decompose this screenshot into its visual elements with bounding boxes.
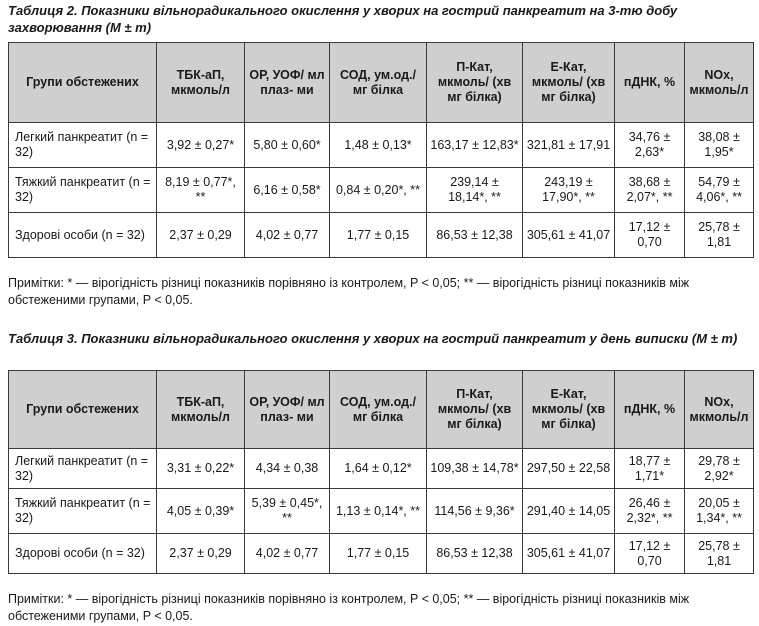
- table-header-row: Групи обстежених ТБК-аП, мкмоль/л ОР, УО…: [8, 370, 754, 449]
- value-cell: 114,56 ± 9,36*: [426, 488, 523, 534]
- value-cell: 305,61 ± 41,07: [522, 212, 615, 258]
- value-cell: 2,37 ± 0,29: [156, 533, 245, 574]
- header-cell: Е-Кат, мкмоль/ (хв мг білка): [522, 370, 615, 449]
- value-cell: 6,16 ± 0,58*: [244, 167, 330, 213]
- value-cell: 321,81 ± 17,91: [522, 122, 615, 168]
- value-cell: 86,53 ± 12,38: [426, 212, 523, 258]
- value-cell: 109,38 ± 14,78*: [426, 448, 523, 489]
- group-cell: Легкий панкреатит (n = 32): [8, 448, 157, 489]
- header-cell: пДНК, %: [614, 370, 685, 449]
- value-cell: 8,19 ± 0,77*, **: [156, 167, 245, 213]
- group-cell: Легкий панкреатит (n = 32): [8, 122, 157, 168]
- table-2: Групи обстежених ТБК-аП, мкмоль/л ОР, УО…: [8, 42, 754, 258]
- value-cell: 26,46 ± 2,32*, **: [614, 488, 685, 534]
- table-2-note: Примітки: * — вірогідність різниці показ…: [8, 276, 690, 307]
- header-cell: ОР, УОФ/ мл плаз- ми: [244, 370, 330, 449]
- header-cell: ОР, УОФ/ мл плаз- ми: [244, 42, 330, 123]
- table-3-note: Примітки: * — вірогідність різниці показ…: [8, 592, 690, 623]
- header-cell: СОД, ум.од./мг білка: [329, 370, 427, 449]
- header-cell: СОД, ум.од./мг білка: [329, 42, 427, 123]
- value-cell: 305,61 ± 41,07: [522, 533, 615, 574]
- value-cell: 4,05 ± 0,39*: [156, 488, 245, 534]
- table-row: Тяжкий панкреатит (n = 32) 8,19 ± 0,77*,…: [8, 167, 754, 213]
- header-cell: Групи обстежених: [8, 370, 157, 449]
- header-cell: NOx, мкмоль/л: [684, 370, 754, 449]
- value-cell: 3,31 ± 0,22*: [156, 448, 245, 489]
- table-3-caption: Таблиця 3. Показники вільнорадикального …: [8, 331, 738, 346]
- value-cell: 2,37 ± 0,29: [156, 212, 245, 258]
- header-cell: пДНК, %: [614, 42, 685, 123]
- header-cell: Е-Кат, мкмоль/ (хв мг білка): [522, 42, 615, 123]
- value-cell: 4,34 ± 0,38: [244, 448, 330, 489]
- table-row: Легкий панкреатит (n = 32) 3,31 ± 0,22* …: [8, 448, 754, 489]
- value-cell: 38,08 ± 1,95*: [684, 122, 754, 168]
- value-cell: 297,50 ± 22,58: [522, 448, 615, 489]
- table-row: Здорові особи (n = 32) 2,37 ± 0,29 4,02 …: [8, 212, 754, 258]
- value-cell: 5,80 ± 0,60*: [244, 122, 330, 168]
- value-cell: 1,64 ± 0,12*: [329, 448, 427, 489]
- value-cell: 25,78 ± 1,81: [684, 212, 754, 258]
- value-cell: 5,39 ± 0,45*, **: [244, 488, 330, 534]
- header-cell: П-Кат, мкмоль/ (хв мг білка): [426, 370, 523, 449]
- value-cell: 25,78 ± 1,81: [684, 533, 754, 574]
- value-cell: 38,68 ± 2,07*, **: [614, 167, 685, 213]
- value-cell: 54,79 ± 4,06*, **: [684, 167, 754, 213]
- group-cell: Тяжкий панкреатит (n = 32): [8, 167, 157, 213]
- value-cell: 34,76 ± 2,63*: [614, 122, 685, 168]
- value-cell: 1,48 ± 0,13*: [329, 122, 427, 168]
- value-cell: 3,92 ± 0,27*: [156, 122, 245, 168]
- value-cell: 17,12 ± 0,70: [614, 533, 685, 574]
- table-2-caption: Таблиця 2. Показники вільнорадикального …: [8, 3, 678, 35]
- table-row: Тяжкий панкреатит (n = 32) 4,05 ± 0,39* …: [8, 488, 754, 534]
- value-cell: 243,19 ± 17,90*, **: [522, 167, 615, 213]
- value-cell: 0,84 ± 0,20*, **: [329, 167, 427, 213]
- value-cell: 239,14 ± 18,14*, **: [426, 167, 523, 213]
- table-header-row: Групи обстежених ТБК-аП, мкмоль/л ОР, УО…: [8, 42, 754, 123]
- value-cell: 1,77 ± 0,15: [329, 533, 427, 574]
- table-row: Здорові особи (n = 32) 2,37 ± 0,29 4,02 …: [8, 533, 754, 574]
- value-cell: 4,02 ± 0,77: [244, 533, 330, 574]
- value-cell: 17,12 ± 0,70: [614, 212, 685, 258]
- value-cell: 18,77 ± 1,71*: [614, 448, 685, 489]
- value-cell: 86,53 ± 12,38: [426, 533, 523, 574]
- group-cell: Тяжкий панкреатит (n = 32): [8, 488, 157, 534]
- value-cell: 163,17 ± 12,83*: [426, 122, 523, 168]
- value-cell: 20,05 ± 1,34*, **: [684, 488, 754, 534]
- value-cell: 1,13 ± 0,14*, **: [329, 488, 427, 534]
- header-cell: П-Кат, мкмоль/ (хв мг білка): [426, 42, 523, 123]
- value-cell: 1,77 ± 0,15: [329, 212, 427, 258]
- value-cell: 291,40 ± 14,05: [522, 488, 615, 534]
- table-3: Групи обстежених ТБК-аП, мкмоль/л ОР, УО…: [8, 370, 754, 574]
- table-row: Легкий панкреатит (n = 32) 3,92 ± 0,27* …: [8, 122, 754, 168]
- group-cell: Здорові особи (n = 32): [8, 212, 157, 258]
- value-cell: 29,78 ± 2,92*: [684, 448, 754, 489]
- value-cell: 4,02 ± 0,77: [244, 212, 330, 258]
- header-cell: ТБК-аП, мкмоль/л: [156, 370, 245, 449]
- header-cell: Групи обстежених: [8, 42, 157, 123]
- header-cell: ТБК-аП, мкмоль/л: [156, 42, 245, 123]
- header-cell: NOx, мкмоль/л: [684, 42, 754, 123]
- group-cell: Здорові особи (n = 32): [8, 533, 157, 574]
